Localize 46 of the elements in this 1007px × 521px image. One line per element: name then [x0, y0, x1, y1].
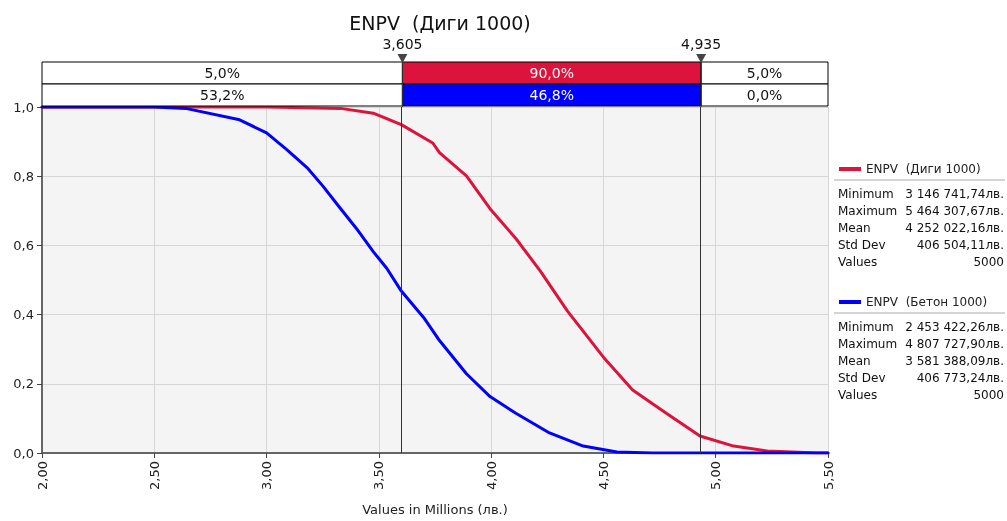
text: 5000 — [973, 255, 1004, 269]
text: Std Dev — [838, 371, 886, 385]
chart-title: ENPV (Диги 1000) — [349, 11, 531, 34]
text: Minimum — [838, 187, 894, 201]
text: 5,0% — [746, 65, 783, 81]
text: Maximum — [838, 337, 898, 351]
y-tick-label: 0,4 — [13, 307, 34, 323]
text: 406 504,11лв. — [916, 238, 1004, 252]
y-tick-label: 0,6 — [13, 237, 34, 253]
text: Maximum — [838, 204, 898, 218]
x-tick-label: 3,50 — [371, 461, 387, 490]
text: 0,0% — [746, 87, 783, 103]
x-tick-label: 2,00 — [34, 461, 50, 490]
x-tick-label: 3,00 — [259, 461, 275, 490]
x-axis-title: Values in Millions (лв.) — [362, 502, 508, 517]
ref-line-label: 4,935 — [681, 36, 722, 52]
text: 406 773,24лв. — [916, 371, 1004, 385]
x-tick-label: 2,50 — [146, 461, 162, 490]
text: 46,8% — [529, 87, 575, 103]
legend-label: ENPV (Бетон 1000) — [866, 295, 988, 309]
text: 2 453 422,26лв. — [905, 320, 1004, 334]
ref-line-label: 3,605 — [382, 36, 423, 52]
text: Std Dev — [838, 238, 886, 252]
y-tick-label: 1,0 — [13, 99, 34, 115]
x-tick-label: 5,00 — [708, 461, 724, 490]
text: Mean — [838, 354, 871, 368]
text: Mean — [838, 221, 871, 235]
text: 5,0% — [204, 65, 241, 81]
text: 4 252 022,16лв. — [905, 221, 1004, 235]
text: 4 807 727,90лв. — [905, 337, 1004, 351]
y-tick-label: 0,0 — [13, 445, 34, 461]
text: Minimum — [838, 320, 894, 334]
text: 3 146 741,74лв. — [905, 187, 1004, 201]
x-tick-label: 4,50 — [595, 461, 611, 490]
text: 5 464 307,67лв. — [905, 204, 1004, 218]
x-tick-label: 5,50 — [820, 461, 836, 490]
text: 90,0% — [529, 65, 575, 81]
text: Values — [838, 255, 878, 269]
y-tick-label: 0,8 — [13, 168, 34, 184]
text: Values — [838, 388, 878, 402]
x-tick-label: 4,00 — [483, 461, 499, 490]
y-tick-label: 0,2 — [13, 376, 34, 392]
text: 53,2% — [199, 87, 245, 103]
text: 5000 — [973, 388, 1004, 402]
legend-label: ENPV (Диги 1000) — [866, 162, 981, 176]
text: 3 581 388,09лв. — [905, 354, 1004, 368]
